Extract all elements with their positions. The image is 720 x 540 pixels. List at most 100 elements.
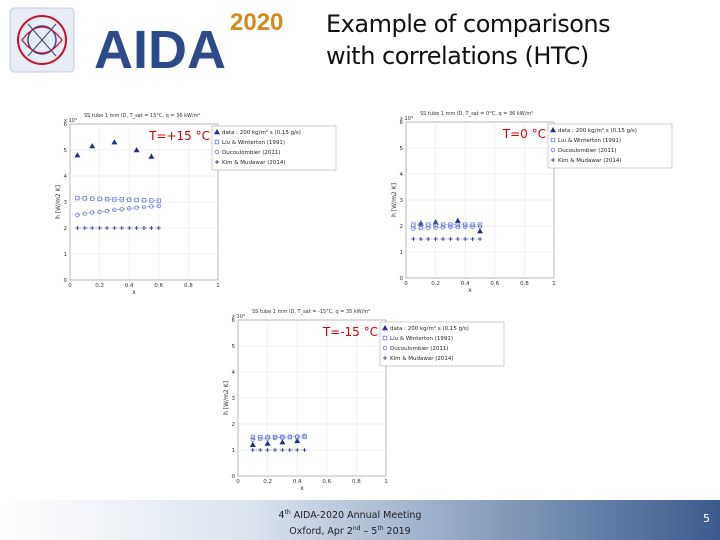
data-point-triangle	[74, 152, 81, 158]
y-tick-label: 1	[400, 250, 404, 256]
y-tick-label: 6	[64, 122, 68, 128]
data-point-square	[127, 197, 132, 202]
data-point-circle	[134, 205, 139, 210]
x-tick-label: 0.6	[322, 479, 331, 485]
y-tick-label: 2	[400, 224, 404, 230]
htc-chart-plus15: 0 1 2 3 4 5 6 0 0.2 0.4 0.6 0.8 1 x h [W/m2 K] x 10⁴ SS …	[55, 110, 356, 300]
legend-box	[547, 123, 673, 169]
data-point-plus	[455, 237, 460, 241]
data-point-plus	[90, 226, 95, 230]
data-point-plus	[119, 226, 124, 230]
legend-marker	[214, 149, 220, 155]
data-point-plus	[287, 448, 292, 452]
legend-marker	[382, 325, 388, 331]
data-point-square	[134, 197, 139, 203]
y-tick-label: 6	[232, 318, 236, 324]
y-tick-label: 0	[400, 276, 404, 282]
data-point-plus	[463, 237, 468, 241]
data-point-circle	[426, 225, 431, 231]
data-point-circle	[250, 437, 255, 442]
data-point-triangle	[148, 153, 155, 159]
temperature-annotation: T=-15 °C	[322, 325, 378, 339]
legend-entry: data : 200 kg/m² s (0.15 g/s)	[222, 129, 301, 136]
data-point-circle	[440, 225, 446, 230]
data-point-plus	[433, 237, 438, 241]
temperature-annotation: T=0 °C	[502, 127, 546, 141]
data-point-plus	[411, 237, 416, 241]
data-point-plus	[280, 448, 285, 452]
legend-marker	[383, 356, 387, 360]
x-axis-label: x	[132, 289, 136, 296]
data-point-circle	[112, 207, 117, 212]
chart-subtitle: SS tube 1 mm ID, T_sat = 15°C, q = 36 kW…	[84, 113, 201, 119]
data-point-square	[265, 434, 270, 440]
location-start: Oxford, Apr 2	[289, 526, 353, 538]
legend-marker	[382, 345, 388, 351]
x-tick-label: 0.2	[431, 281, 440, 287]
meeting-number: 4	[278, 510, 285, 522]
data-point-plus	[97, 226, 102, 230]
y-tick-label: 4	[64, 174, 68, 180]
data-point-square	[82, 196, 87, 201]
data-point-square	[119, 197, 124, 202]
y-tick-label: 6	[400, 120, 404, 126]
title-line-1: Example of comparisons	[326, 10, 611, 38]
data-point-circle	[411, 226, 416, 231]
data-point-square	[104, 196, 110, 202]
data-point-plus	[258, 448, 263, 452]
data-point-square	[156, 198, 161, 203]
data-point-plus	[265, 448, 270, 452]
x-tick-label: 0.6	[154, 283, 163, 289]
data-point-plus	[426, 237, 431, 241]
legend-entry: Ducoulombier (2011)	[390, 346, 449, 352]
data-point-square	[440, 222, 446, 227]
aida-logo: AIDA 2020	[8, 4, 308, 84]
legend-entry: data : 200 kg/m² s (0.15 g/s)	[390, 325, 469, 332]
y-tick-label: 3	[64, 200, 68, 206]
x-tick-label: 0	[236, 479, 240, 485]
data-point-plus	[75, 226, 80, 230]
data-point-circle	[97, 209, 102, 215]
meeting-number-suffix: th	[284, 509, 291, 516]
legend-marker	[214, 139, 220, 145]
data-point-square	[470, 222, 475, 227]
data-point-circle	[462, 224, 468, 229]
data-point-circle	[433, 225, 438, 230]
data-point-circle	[141, 204, 147, 210]
legend-marker	[550, 137, 556, 143]
data-point-plus	[302, 448, 307, 452]
data-point-circle	[90, 210, 95, 215]
slide-header: AIDA 2020 Example of comparisons with co…	[0, 0, 720, 92]
x-tick-label: 1	[216, 283, 220, 289]
legend-marker	[551, 158, 555, 162]
data-point-circle	[82, 211, 87, 216]
data-point-square	[477, 222, 483, 227]
meeting-name: AIDA-2020 Annual Meeting	[290, 510, 422, 522]
x-tick-label: 0.8	[184, 283, 193, 289]
data-point-square	[75, 195, 80, 201]
data-point-triangle	[89, 143, 96, 149]
legend-entry: Ducoulombier (2011)	[558, 148, 617, 154]
series-line	[252, 435, 305, 440]
title-line-2: with correlations (HTC)	[326, 42, 589, 70]
y-tick-label: 0	[64, 278, 68, 284]
y-tick-label: 2	[64, 226, 68, 232]
data-point-plus	[273, 448, 277, 452]
logo-text: AIDA	[94, 20, 226, 80]
slide-title: Example of comparisons with correlations…	[326, 8, 716, 72]
data-point-plus	[112, 226, 117, 230]
data-point-square	[426, 222, 431, 227]
data-point-square	[448, 222, 453, 227]
y-tick-label: 4	[232, 370, 236, 376]
data-point-circle	[477, 224, 483, 229]
data-point-square	[141, 197, 147, 203]
footer-band	[0, 500, 720, 540]
legend-entry: Ducoulombier (2011)	[222, 150, 281, 156]
data-point-circle	[119, 207, 124, 212]
data-point-square	[433, 222, 438, 227]
y-tick-label: 0	[232, 474, 236, 480]
data-point-plus	[156, 226, 161, 230]
legend-entry: Kim & Mudawar (2014)	[222, 160, 286, 166]
x-tick-label: 0.8	[520, 281, 529, 287]
data-point-circle	[126, 206, 132, 211]
